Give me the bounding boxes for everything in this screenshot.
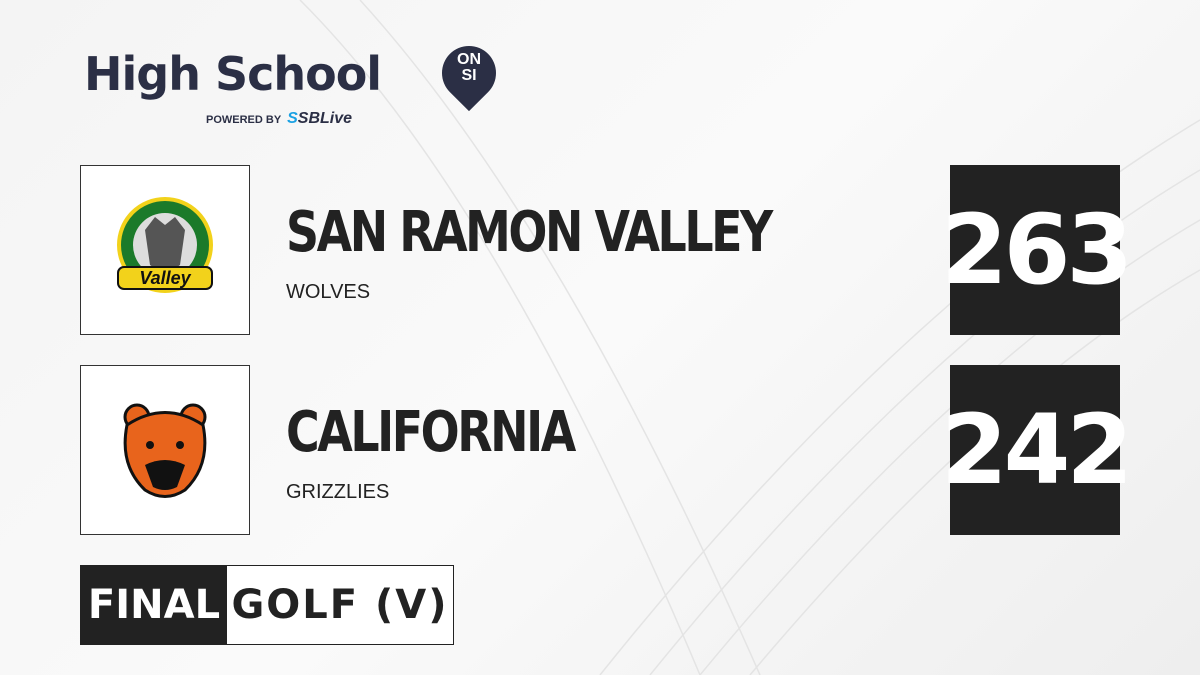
team-score: 242 — [941, 365, 1133, 535]
high-school-on-si-logo: High School ON SI POWERED BY SSBLive — [84, 34, 508, 127]
team-mascot: WOLVES — [286, 281, 371, 303]
team-name: SAN RAMON VALLEY — [286, 200, 773, 265]
game-status-bar: FINAL GOLF (V) — [80, 565, 454, 645]
team-logo-san-ramon-valley: Valley — [80, 165, 250, 335]
team-score: 263 — [941, 165, 1133, 335]
sport-label: GOLF (V) — [227, 566, 453, 644]
svg-text:Valley: Valley — [139, 268, 191, 288]
team-logo-california — [80, 365, 250, 535]
team-name: CALIFORNIA — [286, 400, 576, 465]
status-badge: FINAL — [81, 566, 227, 644]
team-mascot: GRIZZLIES — [286, 481, 390, 503]
